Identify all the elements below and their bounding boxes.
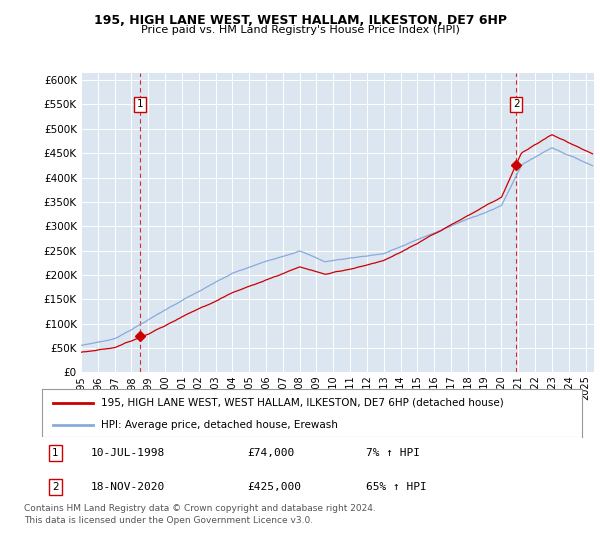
Text: 2: 2	[513, 99, 520, 109]
Text: 7% ↑ HPI: 7% ↑ HPI	[366, 448, 420, 458]
Text: 1: 1	[137, 99, 143, 109]
Text: 1: 1	[52, 448, 59, 458]
Text: 10-JUL-1998: 10-JUL-1998	[91, 448, 165, 458]
Text: 2: 2	[52, 482, 59, 492]
Text: Price paid vs. HM Land Registry's House Price Index (HPI): Price paid vs. HM Land Registry's House …	[140, 25, 460, 35]
Text: 195, HIGH LANE WEST, WEST HALLAM, ILKESTON, DE7 6HP (detached house): 195, HIGH LANE WEST, WEST HALLAM, ILKEST…	[101, 398, 504, 408]
Text: 195, HIGH LANE WEST, WEST HALLAM, ILKESTON, DE7 6HP: 195, HIGH LANE WEST, WEST HALLAM, ILKEST…	[94, 14, 506, 27]
Text: HPI: Average price, detached house, Erewash: HPI: Average price, detached house, Erew…	[101, 420, 338, 430]
Text: 18-NOV-2020: 18-NOV-2020	[91, 482, 165, 492]
Text: £425,000: £425,000	[247, 482, 301, 492]
Text: £74,000: £74,000	[247, 448, 295, 458]
Text: Contains HM Land Registry data © Crown copyright and database right 2024.
This d: Contains HM Land Registry data © Crown c…	[24, 504, 376, 525]
Text: 65% ↑ HPI: 65% ↑ HPI	[366, 482, 427, 492]
